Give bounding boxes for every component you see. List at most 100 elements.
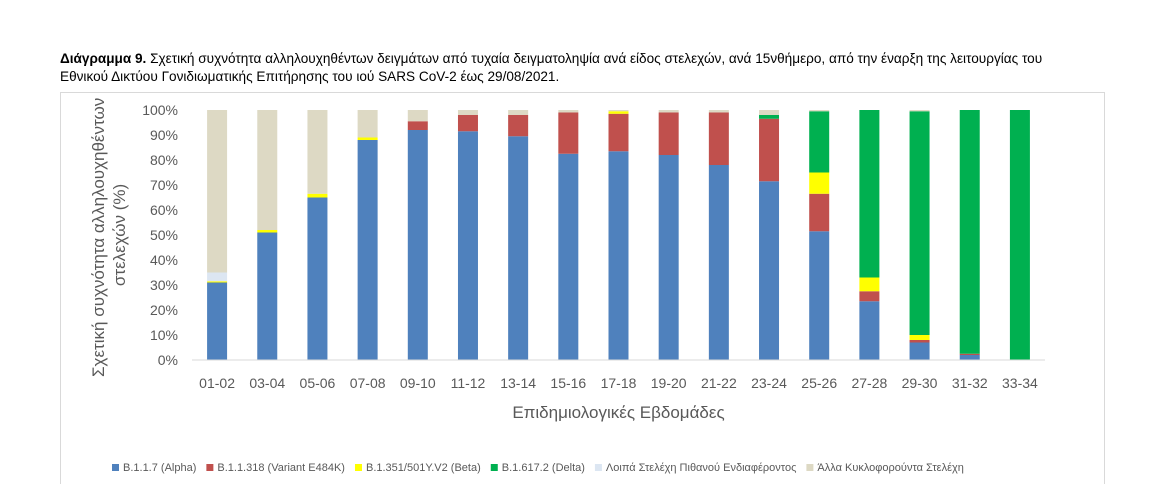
caption-label: Διάγραμμα 9.: [60, 51, 147, 66]
chart-frame: [60, 92, 1105, 484]
bar-segment: [407, 121, 428, 130]
legend-swatch: [490, 464, 498, 471]
y-tick-label: 60%: [150, 202, 178, 218]
bar-segment: [558, 153, 579, 360]
legend-label: Λοιπά Στελέχη Πιθανού Ενδιαφέροντος: [606, 462, 796, 474]
bar-segment: [558, 110, 579, 113]
bar-segment: [257, 230, 278, 233]
bar-segment: [809, 231, 830, 360]
bar-segment: [207, 110, 228, 273]
bar-segment: [859, 277, 880, 292]
legend-swatch: [594, 464, 602, 471]
bar-segment: [207, 272, 228, 282]
bar-segment: [457, 115, 478, 132]
bar-segment: [759, 181, 780, 360]
bar-segment: [759, 118, 780, 182]
bar-segment: [909, 111, 930, 335]
y-tick-label: 0%: [158, 352, 178, 368]
x-tick-label: 15-16: [550, 375, 586, 391]
bar-segment: [708, 112, 729, 165]
x-tick-label: 19-20: [651, 375, 687, 391]
x-axis-title: Επιδημιολογικές Εβδομάδες: [512, 403, 724, 422]
bar-segment: [207, 281, 228, 283]
legend-swatch: [112, 464, 119, 471]
legend-label: B.1.351/501Y.V2 (Beta): [366, 462, 481, 474]
y-tick-label: 50%: [150, 227, 178, 243]
bar-segment: [658, 110, 679, 113]
bar-segment: [508, 115, 529, 137]
x-tick-label: 29-30: [902, 375, 938, 391]
bar-segment: [959, 353, 980, 355]
y-tick-label: 10%: [150, 327, 178, 343]
bar-segment: [307, 193, 328, 198]
x-tick-label: 27-28: [851, 375, 887, 391]
bar-segment: [407, 130, 428, 360]
bar-segment: [457, 131, 478, 360]
bar-segment: [257, 232, 278, 360]
bar-segment: [658, 155, 679, 360]
legend-label: B.1.1.318 (Variant E484K): [217, 462, 345, 474]
bar-segment: [257, 110, 278, 230]
x-tick-label: 17-18: [601, 375, 637, 391]
x-tick-label: 33-34: [1002, 375, 1038, 391]
x-tick-label: 31-32: [952, 375, 988, 391]
bar-segment: [809, 111, 830, 173]
bar-segment: [909, 342, 930, 360]
bar-segment: [959, 110, 980, 354]
bar-segment: [859, 301, 880, 360]
x-tick-label: 09-10: [400, 375, 436, 391]
y-tick-label: 70%: [150, 177, 178, 193]
bar-segment: [658, 112, 679, 155]
bar-segment: [909, 335, 930, 340]
bar-segment: [407, 110, 428, 122]
y-tick-label: 90%: [150, 127, 178, 143]
bar-segment: [809, 193, 830, 232]
x-tick-label: 13-14: [500, 375, 536, 391]
bar-segment: [508, 136, 529, 360]
bar-segment: [608, 110, 629, 112]
bar-segment: [457, 110, 478, 115]
bar-segment: [307, 197, 328, 360]
x-tick-label: 21-22: [701, 375, 737, 391]
bar-segment: [909, 340, 930, 343]
y-axis-title-line-1: Σχετική συχνότητα αλληλουχηθέντων: [89, 98, 108, 377]
bar-segment: [809, 172, 830, 194]
bar-segment: [608, 151, 629, 360]
x-tick-label: 25-26: [801, 375, 837, 391]
bar-segment: [759, 110, 780, 115]
bar-segment: [357, 140, 378, 360]
chart-caption: Διάγραμμα 9. Σχετική συχνότητα αλληλουχη…: [60, 50, 1060, 86]
bar-segment: [608, 111, 629, 114]
legend-label: Άλλα Κυκλοφορούντα Στελέχη: [817, 462, 963, 474]
legend-label: B.1.1.7 (Alpha): [123, 462, 196, 474]
x-tick-label: 05-06: [300, 375, 336, 391]
bar-segment: [909, 110, 930, 112]
bar-segment: [708, 110, 729, 113]
legend-label: B.1.617.2 (Delta): [502, 462, 585, 474]
y-tick-label: 40%: [150, 252, 178, 268]
legend-swatch: [806, 464, 814, 471]
bar-segment: [357, 110, 378, 138]
y-tick-label: 20%: [150, 302, 178, 318]
legend-swatch: [206, 464, 214, 471]
y-axis-ticks: 0% 10% 20% 30% 40% 50% 60% 70% 80% 90% 100%: [142, 102, 178, 368]
y-tick-label: 80%: [150, 152, 178, 168]
bar-segment: [508, 110, 529, 115]
y-axis-title-line-2: στελεχών (%): [110, 184, 129, 286]
legend-swatch: [354, 464, 362, 471]
x-tick-label: 23-24: [751, 375, 787, 391]
bars-group: [207, 110, 1030, 360]
y-axis-title: Σχετική συχνότητα αλληλουχηθέντων στελεχ…: [89, 93, 129, 377]
bar-segment: [207, 282, 228, 360]
bar-segment: [809, 110, 830, 112]
chart-legend: B.1.1.7 (Alpha) B.1.1.318 (Variant E484K)…: [112, 462, 964, 474]
caption-text: Σχετική συχνότητα αλληλουχηθέντων δειγμά…: [60, 51, 1043, 84]
bar-segment: [1009, 110, 1030, 360]
bar-segment: [307, 110, 328, 194]
bar-segment: [759, 115, 780, 119]
bar-segment: [859, 110, 880, 278]
bar-segment: [708, 165, 729, 360]
y-tick-label: 100%: [142, 102, 178, 118]
x-tick-label: 11-12: [451, 375, 486, 391]
